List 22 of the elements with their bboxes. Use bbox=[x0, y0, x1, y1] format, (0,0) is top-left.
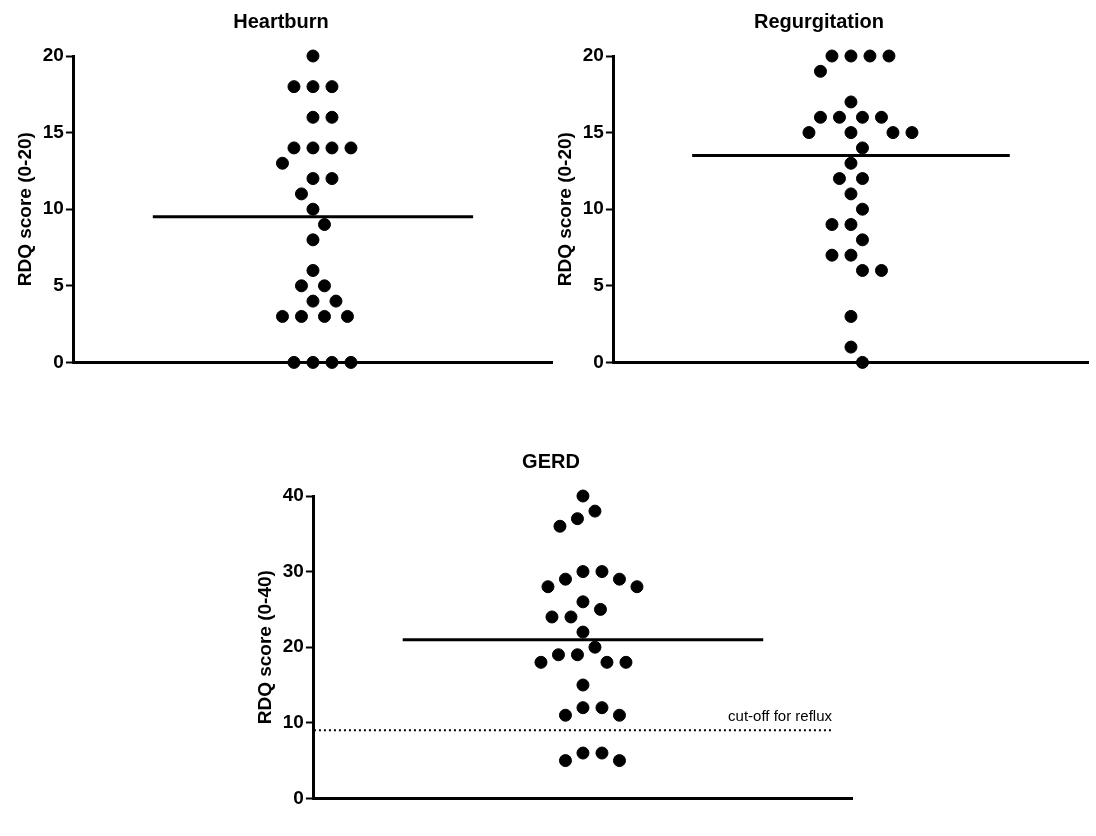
y-tick-label: 10 bbox=[42, 197, 64, 219]
y-axis-title: RDQ score (0-40) bbox=[253, 570, 275, 725]
ref-line-label: cut-off for reflux bbox=[728, 707, 833, 724]
y-tick-label: 5 bbox=[53, 274, 65, 296]
y-axis-title: RDQ score (0-20) bbox=[13, 132, 35, 287]
y-tick-label: 0 bbox=[53, 350, 64, 372]
y-tick-label: 5 bbox=[593, 274, 605, 296]
chart-title: Heartburn bbox=[233, 9, 329, 32]
chart-title: Regurgitation bbox=[754, 9, 884, 32]
y-tick-label: 15 bbox=[582, 120, 605, 142]
y-tick-label: 20 bbox=[582, 44, 604, 66]
y-tick-label: 0 bbox=[593, 350, 604, 372]
y-tick-label: 40 bbox=[282, 484, 304, 506]
y-tick-label: 20 bbox=[282, 635, 304, 657]
y-tick-label: 10 bbox=[282, 711, 304, 733]
y-tick-label: 0 bbox=[293, 786, 304, 808]
chart-title: GERD bbox=[522, 449, 580, 472]
y-tick-label: 10 bbox=[582, 197, 604, 219]
y-tick-label: 20 bbox=[42, 44, 64, 66]
y-axis-title: RDQ score (0-20) bbox=[553, 132, 575, 287]
y-tick-label: 15 bbox=[42, 120, 65, 142]
y-tick-label: 30 bbox=[282, 559, 304, 581]
